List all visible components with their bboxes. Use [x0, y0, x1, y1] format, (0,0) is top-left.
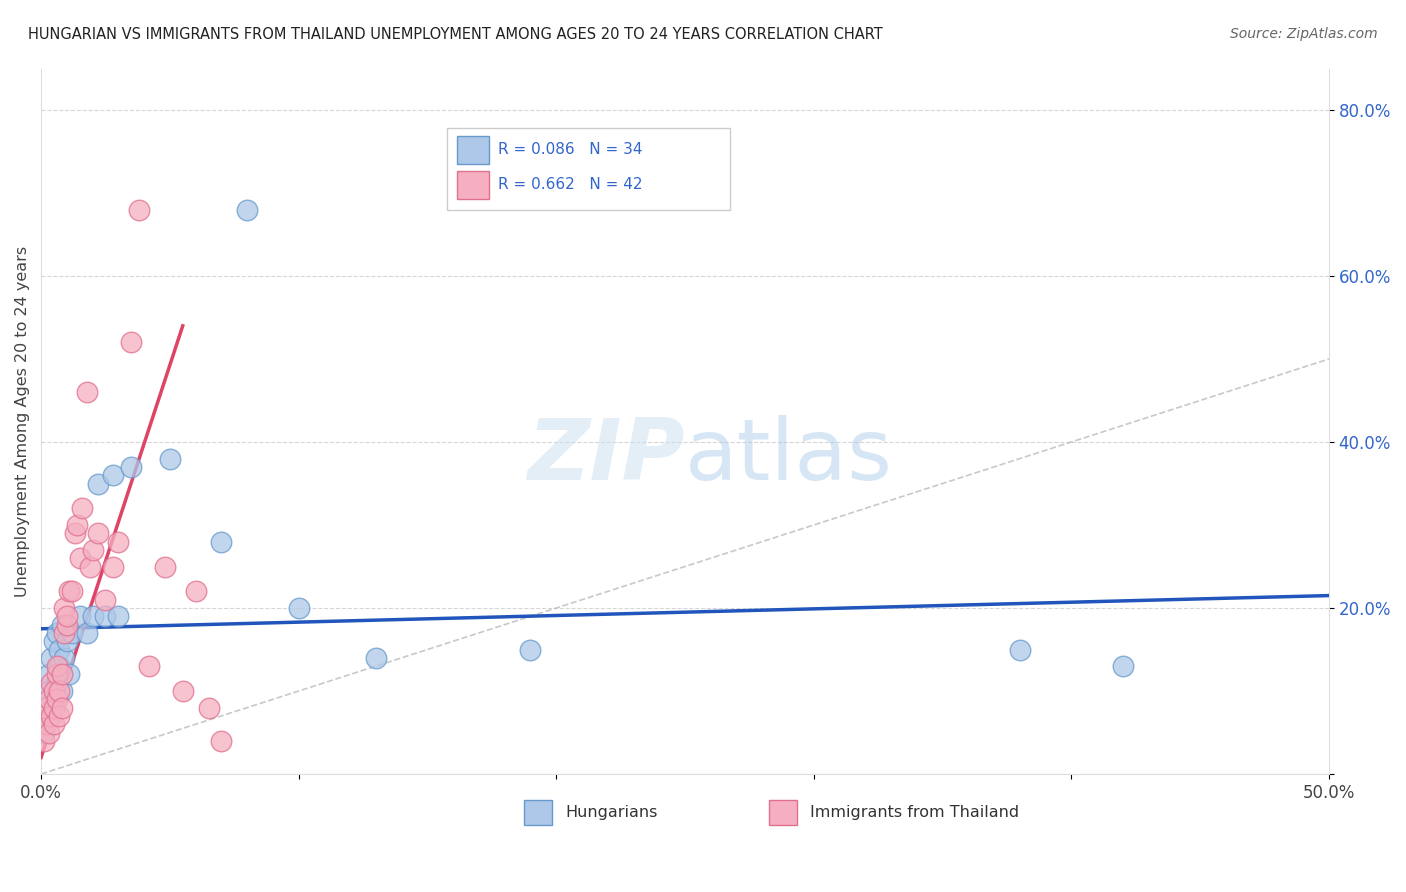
Point — [42, 700, 65, 714]
Point — [287, 601, 309, 615]
Point — [32, 725, 55, 739]
Point — [1008, 642, 1031, 657]
Point — [41, 709, 63, 723]
Point — [51, 684, 73, 698]
Point — [45, 659, 67, 673]
Point — [53, 626, 76, 640]
Point — [138, 659, 160, 673]
Point — [94, 609, 117, 624]
Point — [172, 684, 194, 698]
Text: Immigrants from Thailand: Immigrants from Thailand — [810, 805, 1019, 820]
Point — [38, 692, 60, 706]
Point — [60, 626, 83, 640]
Point — [41, 709, 63, 723]
Point — [48, 684, 70, 698]
Point — [66, 518, 89, 533]
Text: HUNGARIAN VS IMMIGRANTS FROM THAILAND UNEMPLOYMENT AMONG AGES 20 TO 24 YEARS COR: HUNGARIAN VS IMMIGRANTS FROM THAILAND UN… — [28, 27, 883, 42]
Text: R = 0.086   N = 34: R = 0.086 N = 34 — [498, 142, 643, 157]
Text: Source: ZipAtlas.com: Source: ZipAtlas.com — [1230, 27, 1378, 41]
Point — [103, 468, 125, 483]
Point — [35, 700, 58, 714]
Text: R = 0.662   N = 42: R = 0.662 N = 42 — [498, 178, 643, 193]
Point — [42, 717, 65, 731]
Point — [72, 501, 94, 516]
Point — [48, 659, 70, 673]
Point — [107, 609, 129, 624]
Point — [82, 543, 104, 558]
Point — [236, 202, 259, 217]
Point — [87, 526, 110, 541]
Point — [209, 734, 232, 748]
Point — [159, 451, 181, 466]
Point — [53, 650, 76, 665]
Point — [76, 626, 98, 640]
Point — [120, 335, 142, 350]
Point — [56, 634, 79, 648]
Point — [41, 675, 63, 690]
Point — [48, 642, 70, 657]
Text: ZIP: ZIP — [527, 415, 685, 498]
Point — [364, 650, 387, 665]
Point — [197, 700, 219, 714]
Point — [63, 526, 86, 541]
Point — [42, 684, 65, 698]
Point — [41, 650, 63, 665]
Point — [103, 559, 125, 574]
Bar — [524, 800, 553, 825]
Point — [45, 692, 67, 706]
Point — [51, 700, 73, 714]
Point — [79, 559, 101, 574]
Text: Hungarians: Hungarians — [565, 805, 658, 820]
Point — [56, 617, 79, 632]
Point — [51, 617, 73, 632]
Text: atlas: atlas — [685, 415, 893, 498]
Point — [209, 534, 232, 549]
Point — [42, 634, 65, 648]
Point — [184, 584, 207, 599]
Point — [69, 551, 91, 566]
Point — [107, 534, 129, 549]
Point — [1112, 659, 1135, 673]
Point — [69, 609, 91, 624]
Point — [35, 700, 58, 714]
Y-axis label: Unemployment Among Ages 20 to 24 years: Unemployment Among Ages 20 to 24 years — [15, 245, 30, 597]
Bar — [769, 800, 797, 825]
Point — [32, 734, 55, 748]
Point — [58, 584, 80, 599]
Point — [45, 626, 67, 640]
Point — [51, 667, 73, 681]
Point — [56, 609, 79, 624]
Point — [38, 725, 60, 739]
Point — [45, 675, 67, 690]
Point — [519, 642, 541, 657]
Point — [76, 385, 98, 400]
Point — [35, 717, 58, 731]
Point — [42, 692, 65, 706]
Point — [120, 459, 142, 474]
Point — [58, 667, 80, 681]
Point — [60, 584, 83, 599]
Point — [53, 601, 76, 615]
Point — [48, 709, 70, 723]
Point — [45, 667, 67, 681]
FancyBboxPatch shape — [447, 128, 730, 210]
Point — [38, 684, 60, 698]
Point — [94, 592, 117, 607]
Point — [38, 667, 60, 681]
Bar — [457, 171, 489, 199]
Point — [82, 609, 104, 624]
Point — [87, 476, 110, 491]
Point — [128, 202, 150, 217]
Bar — [457, 136, 489, 164]
Point — [153, 559, 176, 574]
